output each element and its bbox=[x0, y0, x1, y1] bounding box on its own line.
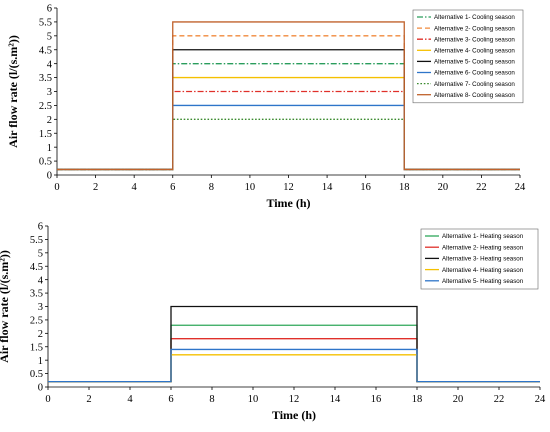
x-tick-label: 14 bbox=[322, 182, 333, 193]
x-tick-label: 24 bbox=[535, 394, 546, 405]
y-tick-label: 3.5 bbox=[30, 289, 43, 300]
x-tick-label: 8 bbox=[209, 182, 214, 193]
x-tick-label: 2 bbox=[86, 394, 91, 405]
x-tick-label: 20 bbox=[453, 394, 464, 405]
x-tick-label: 16 bbox=[360, 182, 371, 193]
x-axis-title: Time (h) bbox=[272, 408, 316, 422]
y-tick-label: 5 bbox=[47, 31, 52, 42]
legend-entry-label: Alternative 8- Cooling season bbox=[434, 92, 515, 99]
y-tick-label: 4.5 bbox=[39, 45, 52, 56]
legend-entry-label: Alternative 1- Cooling season bbox=[434, 14, 515, 21]
x-tick-label: 24 bbox=[515, 182, 526, 193]
y-tick-label: 2.5 bbox=[39, 101, 52, 112]
x-tick-label: 10 bbox=[245, 182, 256, 193]
x-tick-label: 18 bbox=[412, 394, 423, 405]
x-tick-label: 4 bbox=[127, 394, 133, 405]
y-tick-label: 5.5 bbox=[30, 235, 43, 246]
legend-entry-label: Alternative 4- Cooling season bbox=[434, 48, 515, 55]
y-axis-title: Air flow rate (l/(s.m²)) bbox=[0, 250, 11, 363]
y-tick-label: 5.5 bbox=[39, 18, 52, 29]
legend-box bbox=[420, 228, 539, 290]
x-tick-label: 0 bbox=[54, 182, 59, 193]
y-tick-label: 1.5 bbox=[39, 129, 52, 140]
x-tick-label: 2 bbox=[93, 182, 98, 193]
chart-1: 00.511.522.533.544.555.560 2 4 6 8 10 12 14 16 18… bbox=[6, 4, 526, 210]
x-tick-label: 0 bbox=[45, 394, 50, 405]
y-tick-label: 2 bbox=[47, 115, 52, 126]
chart-2: 00.511.522.533.544.555.560 2 4 6 8 10 12 14 16 18… bbox=[0, 222, 546, 422]
x-tick-label: 4 bbox=[132, 182, 138, 193]
legend-entry-label: Alternative 2- Cooling season bbox=[434, 25, 515, 32]
y-tick-label: 3.5 bbox=[39, 73, 52, 84]
series-line-8 bbox=[57, 21, 520, 171]
x-tick-label: 18 bbox=[399, 182, 410, 193]
x-tick-label: 14 bbox=[330, 394, 341, 405]
legend-entry-label: Alternative 4- Heating season bbox=[442, 267, 524, 274]
legend-entry-label: Alternative 2- Heating season bbox=[442, 244, 524, 251]
y-tick-label: 6 bbox=[38, 222, 43, 233]
y-tick-label: 4 bbox=[38, 275, 44, 286]
legend-entry-label: Alternative 1- Heating season bbox=[442, 233, 524, 240]
legend-entry-label: Alternative 6- Cooling season bbox=[434, 70, 515, 77]
x-tick-label: 8 bbox=[209, 394, 214, 405]
x-tick-label: 22 bbox=[494, 394, 505, 405]
x-tick-label: 6 bbox=[170, 182, 175, 193]
x-tick-label: 16 bbox=[371, 394, 382, 405]
y-tick-label: 0 bbox=[38, 383, 43, 394]
y-tick-label: 0 bbox=[47, 171, 52, 182]
x-tick-label: 20 bbox=[438, 182, 449, 193]
y-tick-label: 6 bbox=[47, 4, 52, 15]
y-tick-label: 4 bbox=[47, 59, 53, 70]
y-tick-label: 0.5 bbox=[30, 369, 43, 380]
legend-entry-label: Alternative 3- Cooling season bbox=[434, 36, 515, 43]
legend-entry-label: Alternative 5- Cooling season bbox=[434, 59, 515, 66]
series-line-5 bbox=[48, 348, 540, 383]
legend: Alternative 1- Heating season Alternative… bbox=[420, 228, 539, 290]
y-tick-label: 5 bbox=[38, 248, 43, 259]
x-tick-label: 22 bbox=[476, 182, 487, 193]
legend-entry-label: Alternative 5- Heating season bbox=[442, 278, 524, 285]
legend-entry-label: Alternative 7- Cooling season bbox=[434, 81, 515, 88]
x-tick-label: 6 bbox=[168, 394, 173, 405]
y-tick-label: 4.5 bbox=[30, 262, 43, 273]
legend-box bbox=[412, 9, 524, 104]
legend: Alternative 1- Cooling season Alternative… bbox=[412, 9, 524, 104]
y-tick-label: 1 bbox=[38, 356, 43, 367]
y-tick-label: 2 bbox=[38, 329, 43, 340]
x-tick-label: 12 bbox=[283, 182, 294, 193]
x-tick-label: 10 bbox=[248, 394, 259, 405]
legend-entry-label: Alternative 3- Heating season bbox=[442, 256, 524, 263]
x-tick-label: 12 bbox=[289, 394, 300, 405]
y-tick-label: 1.5 bbox=[30, 342, 43, 353]
y-tick-label: 3 bbox=[38, 302, 43, 313]
y-tick-label: 0.5 bbox=[39, 157, 52, 168]
y-axis-title: Air flow rate (l/(s.m²)) bbox=[6, 35, 20, 148]
y-tick-label: 3 bbox=[47, 87, 52, 98]
y-tick-label: 2.5 bbox=[30, 316, 43, 327]
y-tick-label: 1 bbox=[47, 143, 52, 154]
x-axis-title: Time (h) bbox=[266, 196, 310, 210]
